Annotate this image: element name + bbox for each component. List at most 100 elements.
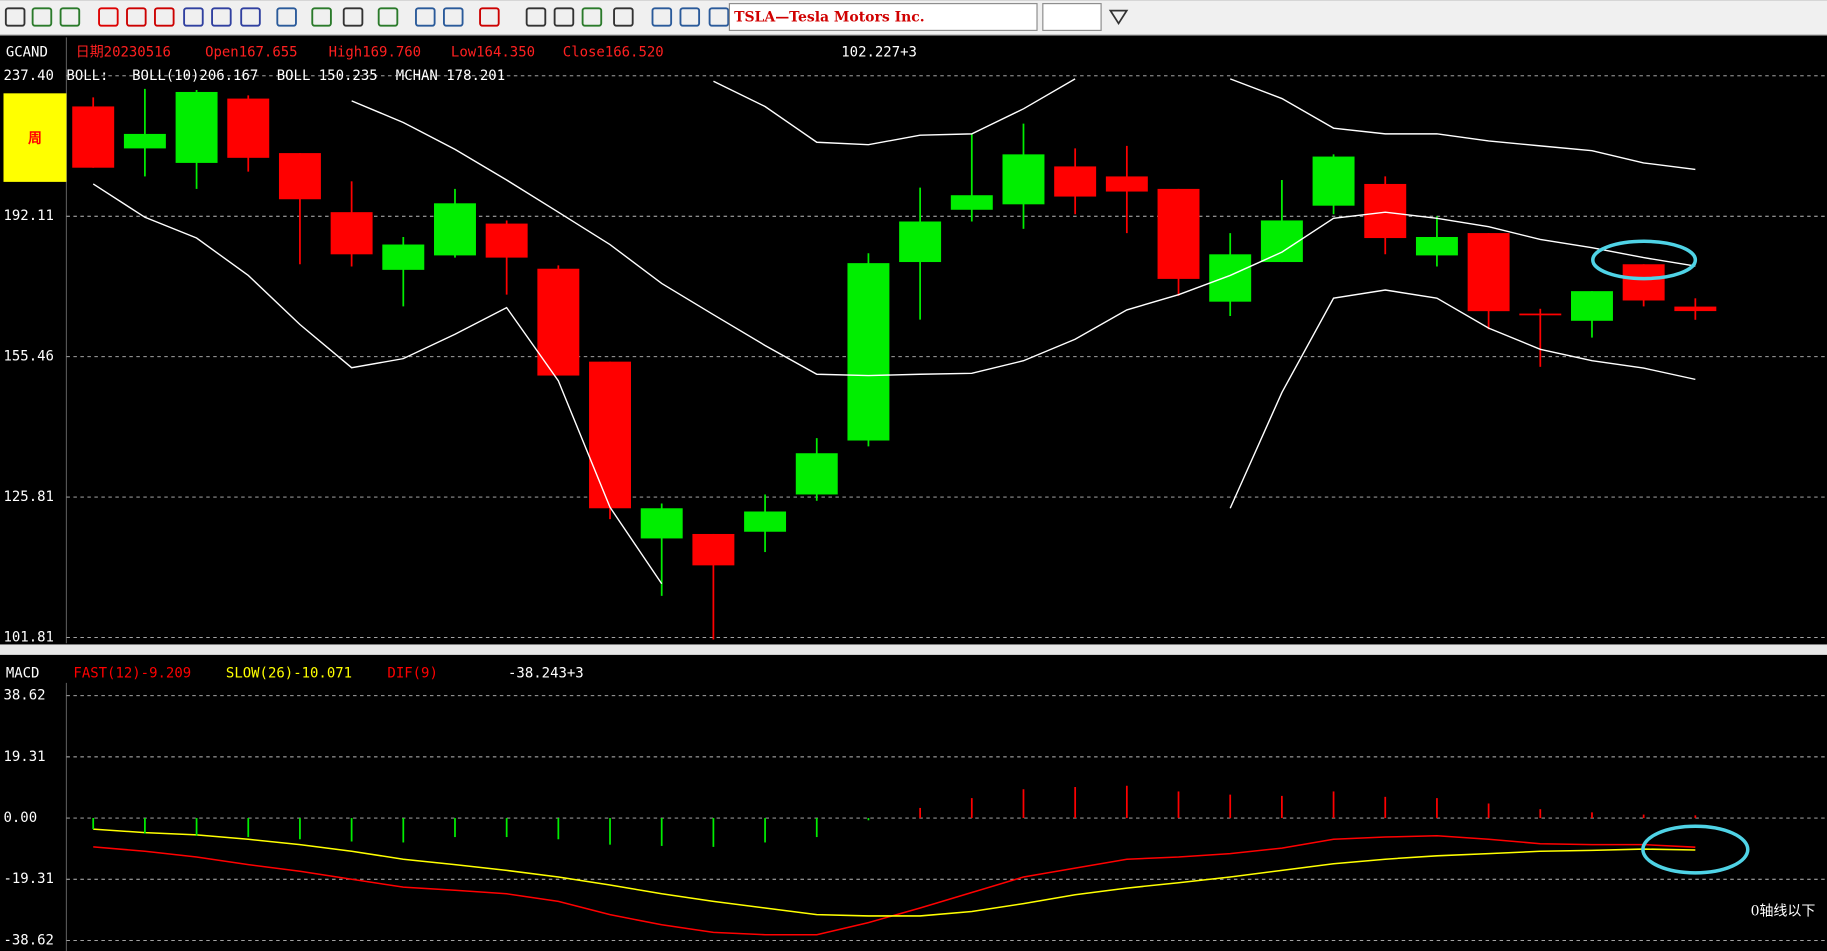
toolbar-icon[interactable]	[4, 7, 26, 27]
candle-body	[899, 221, 942, 263]
toolbar-icon[interactable]	[154, 7, 175, 27]
candle-body	[72, 106, 115, 168]
legend-entry: BOLL 150.235	[277, 68, 378, 84]
candle-body	[692, 533, 735, 566]
candle-body	[847, 263, 890, 441]
candle-body	[1519, 313, 1562, 316]
toolbar-icon[interactable]	[443, 7, 464, 27]
candle-body	[434, 203, 476, 256]
macd-readout: -38.243+3	[508, 666, 584, 682]
candle-body	[795, 453, 838, 495]
toolbar-icon[interactable]	[59, 7, 81, 27]
toolbar-icon[interactable]	[240, 7, 261, 27]
panel-divider[interactable]	[0, 644, 1827, 655]
toolbar-icon[interactable]	[708, 7, 730, 27]
candles	[72, 78, 1717, 640]
candle-body	[537, 268, 580, 376]
candle-body	[589, 361, 632, 509]
toolbar-icon[interactable]	[342, 7, 364, 27]
candle-body	[382, 244, 425, 270]
candle-body	[744, 511, 787, 532]
legend-entry: FAST(12)-9.209	[73, 666, 191, 682]
info-date: 日期20230516	[76, 45, 171, 61]
y-tick-label: 0.00	[3, 810, 37, 826]
candle-body	[1209, 254, 1252, 302]
candle-body	[1312, 156, 1355, 206]
legend-entry: DIF(9)	[387, 666, 437, 682]
period-badge	[3, 93, 67, 182]
macd-panel	[0, 654, 1827, 951]
candle-body	[175, 91, 218, 163]
candle-body	[1364, 183, 1407, 239]
y-tick-label: -19.31	[3, 871, 53, 887]
toolbar-icon[interactable]	[581, 7, 603, 27]
toolbar-icon[interactable]	[183, 7, 204, 27]
y-tick-label: 19.31	[3, 749, 45, 765]
candle-body	[278, 153, 321, 200]
candle-body	[1467, 233, 1510, 312]
ticker: TSLA—Tesla Motors Inc.	[734, 10, 925, 26]
highlight-ellipse	[1641, 824, 1750, 875]
toolbar-icon[interactable]	[31, 7, 53, 27]
toolbar-icons	[4, 7, 730, 27]
info-close: Close166.520	[563, 45, 664, 61]
band-line	[713, 78, 1696, 171]
toolbar-icon[interactable]	[651, 7, 673, 27]
annotation: 0轴线以下	[1751, 903, 1816, 919]
highlight-ellipse	[1591, 239, 1698, 281]
price-panel	[0, 36, 1827, 645]
candle-body	[1622, 264, 1665, 301]
candle-body	[1157, 188, 1200, 279]
toolbar-icon[interactable]	[679, 7, 701, 27]
toolbar-icon[interactable]	[311, 7, 332, 27]
legend-entry: MCHAN 178.201	[396, 68, 505, 84]
toolbar-icon[interactable]	[525, 7, 547, 27]
toolbar-icon[interactable]	[276, 7, 297, 27]
legend-entry: SLOW(26)-10.071	[226, 666, 352, 682]
candle-body	[1570, 291, 1613, 321]
candle-body	[1260, 220, 1303, 263]
candle-body	[330, 212, 373, 255]
macd-title: MACD	[6, 666, 40, 682]
symbol: GCAND	[6, 45, 48, 61]
period-label: 周	[28, 131, 42, 147]
toolbar-icon[interactable]	[415, 7, 436, 27]
candle-body	[123, 133, 166, 149]
ticker-box[interactable]	[728, 3, 1038, 31]
dropdown-arrow[interactable]	[1108, 9, 1129, 26]
candle-body	[640, 508, 683, 539]
candle-body	[1105, 176, 1148, 192]
macd-line	[93, 828, 1696, 917]
y-tick-label: 101.81	[3, 629, 53, 645]
toolbar-icon[interactable]	[613, 7, 634, 27]
info-open: Open167.655	[205, 45, 298, 61]
y-tick-label: 38.62	[3, 688, 45, 704]
candle-body	[485, 223, 528, 258]
band-line	[92, 183, 1696, 585]
info-low: Low164.350	[451, 45, 535, 61]
y-tick-label: 125.81	[3, 489, 53, 505]
period-box[interactable]	[1042, 3, 1102, 31]
candle-body	[227, 98, 270, 158]
toolbar-icon[interactable]	[98, 7, 119, 27]
y-tick-label: 155.46	[3, 349, 53, 365]
readout: 102.227+3	[841, 45, 917, 61]
candle-body	[1415, 236, 1458, 256]
toolbar-icon[interactable]	[553, 7, 575, 27]
toolbar-icon[interactable]	[126, 7, 147, 27]
toolbar-icon[interactable]	[377, 7, 399, 27]
y-tick-label: -38.62	[3, 932, 53, 948]
candle-body	[950, 195, 993, 210]
band-line	[351, 100, 1696, 377]
candle-body	[1054, 166, 1097, 197]
info-high: High169.760	[329, 45, 422, 61]
y-tick-label: 192.11	[3, 208, 53, 224]
candle-body	[1674, 306, 1717, 312]
toolbar-icon[interactable]	[479, 7, 500, 27]
candle-body	[1002, 154, 1045, 205]
y-tick-label: 237.40	[3, 68, 53, 84]
macd-plot	[92, 785, 1697, 936]
toolbar-icon[interactable]	[211, 7, 232, 27]
